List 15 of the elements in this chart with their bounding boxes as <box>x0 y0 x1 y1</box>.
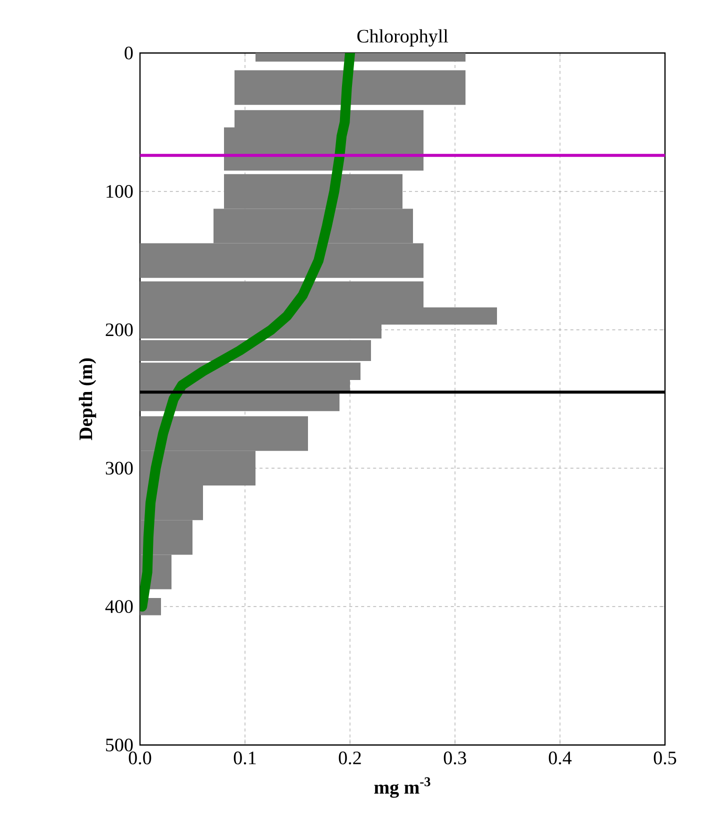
x-axis-title: mg m$^{-3}$ <box>374 777 430 798</box>
x-tick-label: 0.5 <box>654 752 676 764</box>
chart-title: Chlorophyll <box>357 29 448 46</box>
x-tick-label: 0.2 <box>338 752 361 764</box>
x-tick-label: 0.4 <box>548 752 572 764</box>
y-tick-label: 300 <box>106 462 133 475</box>
x-tick-label: 0.1 <box>234 752 256 764</box>
y-axis-title: Depth (m) <box>78 358 96 440</box>
y-tick-label: 400 <box>105 600 133 614</box>
y-tick-label: 500 <box>106 738 133 752</box>
y-tick-label: 200 <box>106 323 133 336</box>
y-tick-label: 100 <box>106 184 133 198</box>
y-tick-label: 0 <box>124 46 133 60</box>
x-tick-label: 0.0 <box>128 752 152 764</box>
x-tick-label: 0.3 <box>444 752 466 764</box>
